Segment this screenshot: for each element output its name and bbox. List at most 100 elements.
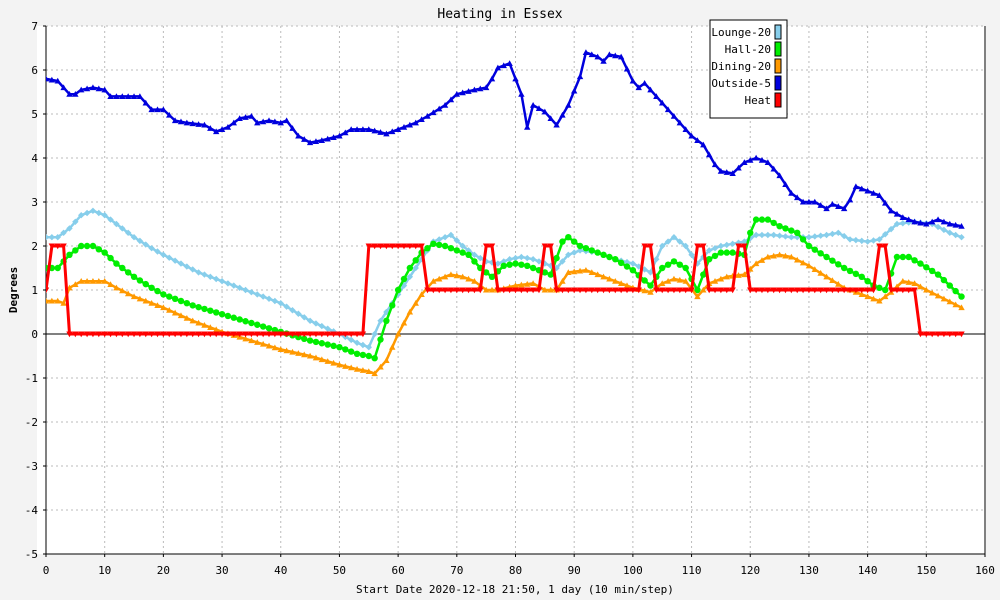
- data-point: [142, 297, 149, 304]
- data-point: [858, 273, 865, 280]
- data-point: [89, 278, 97, 284]
- data-point: [394, 286, 402, 294]
- data-point: [647, 282, 654, 289]
- data-point: [212, 128, 220, 135]
- data-point: [371, 243, 378, 250]
- data-point: [928, 218, 936, 225]
- data-point: [136, 277, 144, 284]
- data-point: [570, 268, 578, 275]
- y-tick-label: 0: [31, 328, 38, 341]
- data-point: [66, 225, 73, 232]
- data-point: [412, 264, 419, 272]
- data-point: [488, 273, 496, 280]
- data-point: [664, 261, 672, 268]
- legend-swatch: [774, 41, 782, 57]
- data-point: [676, 119, 684, 126]
- data-point: [353, 366, 361, 372]
- data-point: [377, 129, 384, 135]
- data-point: [318, 340, 326, 347]
- x-axis-label: Start Date 2020-12-18 21:50, 1 day (10 m…: [356, 583, 674, 596]
- data-point: [259, 293, 267, 300]
- data-point: [418, 116, 425, 123]
- data-point: [682, 126, 689, 132]
- data-point: [606, 253, 613, 261]
- data-point: [711, 278, 719, 284]
- data-point: [148, 284, 155, 291]
- data-point: [776, 251, 783, 258]
- data-point: [471, 287, 478, 294]
- data-point: [218, 126, 226, 132]
- data-point: [905, 219, 912, 226]
- data-point: [882, 199, 889, 206]
- data-point: [265, 325, 273, 332]
- data-point: [641, 266, 648, 273]
- data-point: [400, 319, 408, 326]
- data-point: [242, 335, 249, 342]
- data-point: [576, 287, 584, 294]
- data-point: [500, 258, 507, 265]
- data-point: [623, 258, 631, 266]
- data-point: [899, 220, 907, 227]
- data-point: [817, 202, 824, 208]
- data-point: [365, 243, 372, 250]
- legend-box: [709, 19, 788, 119]
- data-point: [471, 86, 478, 93]
- x-tick-label: 40: [274, 564, 287, 577]
- x-tick-label: 60: [392, 564, 405, 577]
- data-point: [565, 251, 572, 258]
- data-point: [72, 91, 79, 97]
- data-point: [447, 271, 455, 278]
- data-point: [101, 249, 108, 256]
- data-point: [840, 264, 848, 272]
- data-point: [119, 331, 126, 338]
- data-point: [864, 187, 871, 194]
- data-point: [588, 287, 595, 294]
- data-point: [835, 287, 842, 294]
- data-point: [776, 287, 783, 294]
- data-point: [594, 53, 601, 60]
- data-point: [482, 286, 490, 293]
- data-point: [588, 51, 595, 58]
- data-point: [207, 273, 214, 280]
- data-point: [330, 134, 337, 141]
- data-point: [518, 261, 525, 268]
- data-point: [389, 243, 396, 250]
- data-point: [342, 363, 349, 369]
- data-point: [940, 295, 948, 302]
- data-point: [811, 233, 819, 240]
- data-point: [934, 292, 942, 299]
- data-point: [189, 120, 196, 127]
- data-point: [236, 316, 243, 323]
- data-point: [623, 287, 631, 294]
- data-point: [347, 364, 355, 371]
- data-point: [594, 271, 601, 278]
- data-point: [95, 246, 103, 253]
- data-point: [236, 331, 243, 338]
- data-point: [711, 252, 719, 260]
- y-tick-label: 3: [31, 196, 38, 209]
- data-point: [576, 267, 584, 274]
- data-point: [512, 75, 519, 82]
- data-point: [383, 317, 390, 324]
- data-point: [400, 275, 408, 283]
- data-point: [488, 243, 496, 250]
- data-point: [113, 220, 120, 228]
- data-point: [923, 264, 930, 271]
- x-tick-label: 30: [215, 564, 228, 577]
- data-point: [694, 260, 701, 267]
- data-point: [107, 93, 114, 99]
- data-point: [318, 322, 326, 330]
- y-tick-label: -2: [25, 416, 38, 429]
- data-point: [905, 253, 912, 261]
- data-point: [336, 331, 343, 338]
- data-point: [154, 302, 161, 308]
- data-point: [911, 287, 918, 294]
- data-point: [899, 214, 907, 220]
- data-point: [66, 331, 73, 338]
- data-point: [54, 297, 61, 304]
- data-point: [166, 293, 173, 300]
- data-point: [529, 287, 537, 294]
- data-point: [694, 293, 701, 300]
- data-point: [418, 291, 425, 297]
- data-point: [136, 237, 144, 245]
